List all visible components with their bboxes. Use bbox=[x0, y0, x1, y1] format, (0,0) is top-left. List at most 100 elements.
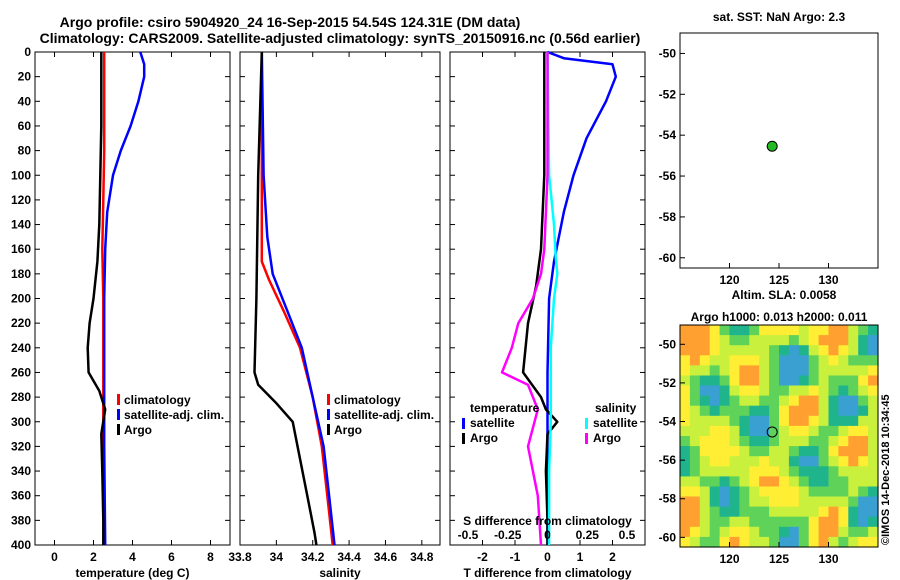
heatmap-cell bbox=[848, 325, 859, 336]
heatmap-cell bbox=[808, 436, 820, 447]
heatmap-cell bbox=[709, 456, 721, 467]
heatmap-cell bbox=[798, 466, 810, 477]
heatmap-cell bbox=[709, 375, 721, 387]
heatmap-cell bbox=[818, 446, 830, 457]
heatmap-cell bbox=[788, 516, 800, 528]
heatmap-cell bbox=[788, 415, 800, 427]
heatmap-cell bbox=[759, 536, 770, 548]
heatmap-cell bbox=[759, 325, 770, 336]
x-tick-label: -2 bbox=[477, 550, 488, 564]
heatmap-cell bbox=[848, 486, 859, 498]
legend-swatch bbox=[327, 394, 330, 405]
heatmap-cell bbox=[689, 446, 701, 457]
heatmap-cell bbox=[769, 496, 780, 508]
legend-swatch bbox=[462, 418, 465, 429]
heatmap-cell bbox=[739, 365, 750, 377]
heatmap-cell bbox=[680, 405, 691, 417]
legend-swatch bbox=[327, 424, 330, 435]
heatmap-cell bbox=[699, 436, 711, 447]
heatmap-cell bbox=[689, 436, 701, 447]
heatmap-cell bbox=[749, 365, 760, 377]
depth-tick-label: 300 bbox=[11, 415, 31, 429]
heatmap-cell bbox=[680, 415, 691, 427]
heatmap-cell bbox=[818, 436, 830, 447]
heatmap-cell bbox=[680, 365, 691, 377]
heatmap-cell bbox=[858, 456, 869, 467]
heatmap-cell bbox=[838, 526, 849, 538]
heatmap-cell bbox=[749, 516, 760, 528]
heatmap-cell bbox=[709, 365, 721, 377]
heatmap-cell bbox=[848, 385, 859, 397]
depth-tick-label: 400 bbox=[11, 538, 31, 552]
heatmap-cell bbox=[818, 466, 830, 477]
heatmap-cell bbox=[759, 516, 770, 528]
heatmap-cell bbox=[779, 395, 790, 407]
legend-swatch bbox=[327, 409, 330, 420]
heatmap-cell bbox=[868, 325, 879, 336]
legend-label: climatology bbox=[124, 393, 191, 407]
heatmap-cell bbox=[680, 436, 691, 447]
heatmap-cell bbox=[689, 385, 701, 397]
heatmap-cell bbox=[788, 335, 800, 346]
heatmap-cell bbox=[828, 325, 839, 336]
heatmap-cell bbox=[729, 375, 740, 387]
heatmap-cell bbox=[699, 496, 711, 508]
depth-tick-label: 20 bbox=[18, 70, 32, 84]
heatmap-cell bbox=[868, 436, 879, 447]
x-tick-label: 34.4 bbox=[337, 550, 361, 564]
heatmap-cell bbox=[719, 395, 731, 407]
depth-tick-label: 120 bbox=[11, 193, 31, 207]
heatmap-cell bbox=[818, 425, 830, 437]
heatmap-cell bbox=[709, 506, 721, 518]
y-tick-label: -58 bbox=[659, 210, 677, 224]
legend-label: Argo bbox=[470, 431, 498, 445]
heatmap-cell bbox=[689, 506, 701, 518]
plot-frame bbox=[239, 51, 441, 546]
heatmap-cell bbox=[798, 506, 810, 518]
heatmap-cell bbox=[680, 476, 691, 488]
legend-label: satellite bbox=[593, 416, 638, 430]
heatmap-cell bbox=[838, 456, 849, 467]
y-tick-label: -56 bbox=[659, 453, 677, 467]
heatmap-cell bbox=[808, 325, 820, 336]
x-tick-label: 120 bbox=[719, 273, 739, 287]
series-line-argo bbox=[86, 52, 107, 545]
heatmap-cell bbox=[798, 486, 810, 498]
heatmap-cell bbox=[828, 365, 839, 377]
heatmap-cell bbox=[699, 456, 711, 467]
heatmap-cell bbox=[739, 355, 750, 366]
heatmap-cell bbox=[709, 395, 721, 407]
heatmap-cell bbox=[689, 476, 701, 488]
heatmap-cell bbox=[848, 345, 859, 356]
heatmap-cell bbox=[749, 355, 760, 366]
heatmap-cell bbox=[759, 526, 770, 538]
depth-tick-label: 220 bbox=[11, 316, 31, 330]
heatmap-cell bbox=[759, 506, 770, 518]
x-tick-label: 0 bbox=[544, 550, 551, 564]
heatmap-cell bbox=[868, 355, 879, 366]
heatmap-cell bbox=[699, 335, 711, 346]
heatmap-cell bbox=[709, 415, 721, 427]
heatmap-cell bbox=[719, 405, 731, 417]
legend-label: satellite-adj. clim. bbox=[334, 408, 434, 422]
heatmap-cell bbox=[680, 385, 691, 397]
heatmap-cell bbox=[739, 415, 750, 427]
heatmap-cell bbox=[818, 335, 830, 346]
series-line-satellite-adj-clim- bbox=[260, 51, 336, 546]
legend-label: Argo bbox=[124, 423, 152, 437]
heatmap-cell bbox=[779, 466, 790, 477]
heatmap-cell bbox=[808, 425, 820, 437]
heatmap-cell bbox=[779, 365, 790, 377]
heatmap-cell bbox=[729, 526, 740, 538]
x-tick-label: 120 bbox=[719, 552, 739, 566]
y-tick-label: -60 bbox=[659, 251, 677, 265]
heatmap-cell bbox=[828, 375, 839, 387]
heatmap-cell bbox=[749, 436, 760, 447]
heatmap-cell bbox=[838, 415, 849, 427]
series-line-satellite-adj-clim- bbox=[102, 51, 146, 546]
heatmap-cell bbox=[739, 375, 750, 387]
depth-tick-label: 380 bbox=[11, 513, 31, 527]
series-line-t-satellite bbox=[546, 50, 618, 545]
heatmap-cell bbox=[719, 345, 731, 356]
heatmap-cell bbox=[838, 496, 849, 508]
